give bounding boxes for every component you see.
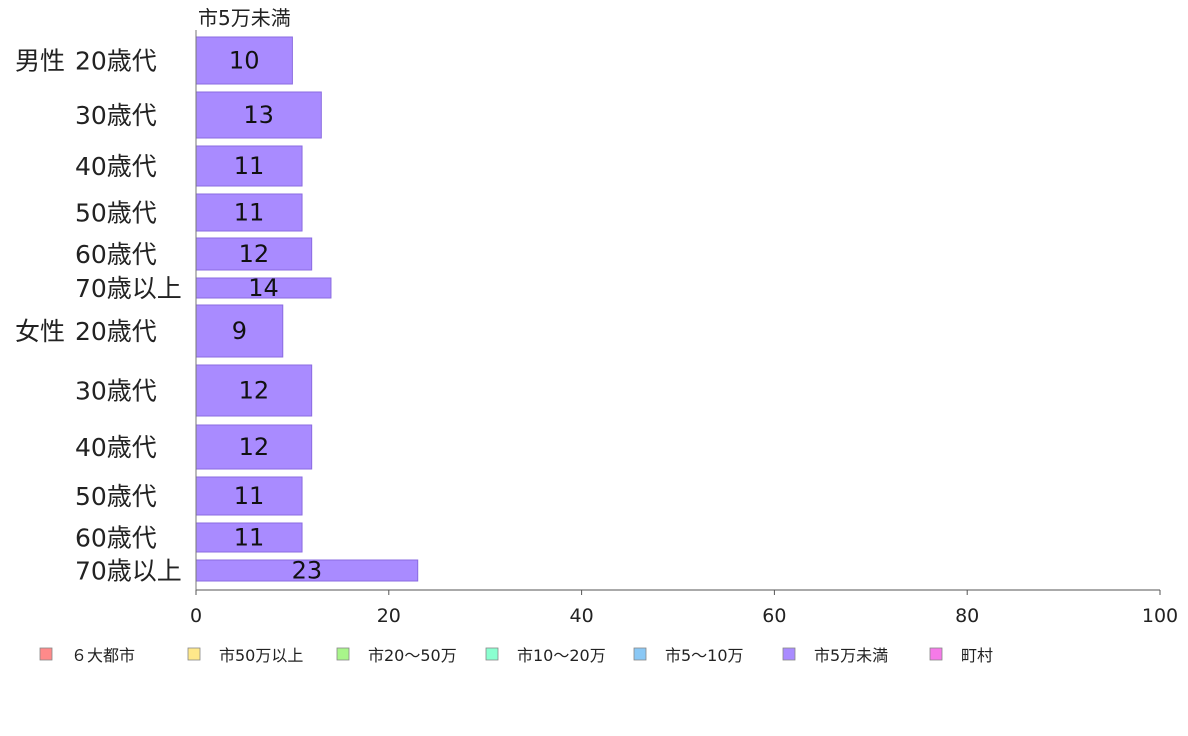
category-label: 30歳代: [75, 101, 157, 130]
category-label: 20歳代: [75, 47, 157, 76]
x-tick-label: 40: [570, 605, 594, 627]
bar: [195, 91, 322, 139]
category-label: 50歳代: [75, 482, 157, 511]
legend-item: 市10～20万: [485, 646, 606, 665]
legend-label: 市5万未満: [814, 646, 888, 665]
legend-item: 市50万以上: [187, 646, 303, 665]
category-label: 60歳代: [75, 524, 157, 553]
legend-swatch: [929, 647, 943, 661]
bar: [195, 304, 284, 358]
bar-value-label: 11: [234, 152, 265, 180]
legend-label: 市10～20万: [517, 646, 606, 665]
legend-label: 市5～10万: [665, 646, 744, 665]
bar-value-label: 14: [248, 274, 279, 302]
bar-value-label: 10: [229, 47, 260, 75]
category-label: 20歳代: [75, 317, 157, 346]
legend-item: 町村: [929, 646, 993, 665]
bar-value-label: 23: [292, 557, 323, 585]
category-label: 70歳以上: [75, 274, 182, 303]
x-tick-label: 100: [1142, 605, 1178, 627]
legend-label: 町村: [961, 646, 993, 665]
legend-item: 市5万未満: [782, 646, 888, 665]
bar-value-label: 12: [239, 377, 270, 405]
x-tick-label: 20: [377, 605, 401, 627]
legend-label: 市20～50万: [368, 646, 457, 665]
legend-swatch: [782, 647, 796, 661]
group-label: 女性: [15, 317, 65, 346]
chart-title: 市5万未満: [198, 6, 291, 30]
legend: ６大都市 市50万以上 市20～50万 市10～20万 市5～10万 市5万未満 町村: [39, 646, 993, 665]
category-label: 40歳代: [75, 433, 157, 462]
bar-value-label: 12: [239, 433, 270, 461]
bar: [195, 364, 313, 417]
bar-value-label: 11: [234, 199, 265, 227]
legend-item: 市5～10万: [633, 646, 744, 665]
x-tick-label: 0: [190, 605, 202, 627]
bar-value-label: 13: [243, 101, 274, 129]
x-tick-label: 60: [762, 605, 786, 627]
bar-value-label: 12: [239, 240, 270, 268]
category-label: 50歳代: [75, 199, 157, 228]
legend-swatch: [485, 647, 499, 661]
bars-group: 10 13 11 11 12 149 12 12 11 11 23: [195, 36, 419, 585]
legend-swatch: [187, 647, 201, 661]
bar-value-label: 11: [234, 524, 265, 552]
bar: [195, 145, 303, 187]
legend-swatch: [633, 647, 647, 661]
x-tick-label: 80: [955, 605, 979, 627]
bar: [195, 237, 313, 271]
category-label: 60歳代: [75, 240, 157, 269]
bar-value-label: 9: [232, 317, 247, 345]
legend-label: ６大都市: [71, 646, 135, 665]
bar: [195, 36, 293, 85]
group-label: 男性: [15, 47, 65, 76]
legend-swatch: [336, 647, 350, 661]
bar: [195, 193, 303, 232]
legend-item: 市20～50万: [336, 646, 457, 665]
legend-item: ６大都市: [39, 646, 135, 665]
category-label: 40歳代: [75, 152, 157, 181]
category-label: 70歳以上: [75, 557, 182, 586]
category-label: 30歳代: [75, 377, 157, 406]
bar-value-label: 11: [234, 482, 265, 510]
legend-label: 市50万以上: [219, 646, 303, 665]
legend-swatch: [39, 647, 53, 661]
x-axis: 0 20 40 60 80 100: [190, 30, 1178, 627]
